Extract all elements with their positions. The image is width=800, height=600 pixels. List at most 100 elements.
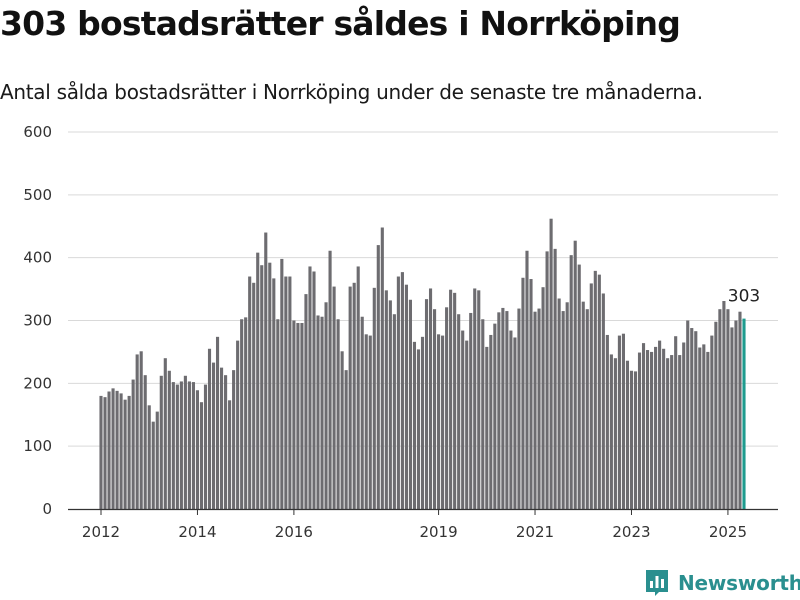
bar	[609, 354, 613, 509]
bar	[469, 312, 473, 509]
bar	[561, 311, 565, 509]
bar	[207, 348, 212, 509]
x-tick-label: 2016	[275, 523, 313, 541]
bar	[368, 335, 372, 509]
bar-chart: 0 100 200 300 400 500 600 2012 2014 2016 2019 2021…	[23, 123, 778, 541]
bar	[320, 316, 324, 509]
bar	[284, 276, 288, 509]
bar	[702, 344, 706, 509]
bar	[280, 258, 284, 509]
bar	[658, 340, 662, 509]
bar	[135, 354, 139, 509]
bar	[509, 330, 513, 509]
bar	[629, 370, 634, 509]
annotations: 303	[728, 287, 760, 307]
bar	[195, 390, 200, 509]
bar	[179, 381, 183, 509]
bar	[332, 286, 336, 509]
bar	[625, 360, 630, 509]
bar	[392, 314, 396, 509]
bar	[380, 227, 384, 509]
bar	[441, 335, 445, 509]
y-tick-label: 400	[23, 249, 52, 267]
bar	[428, 288, 433, 509]
bar	[264, 232, 268, 509]
bar	[143, 375, 147, 509]
bar	[461, 330, 465, 509]
bar	[706, 351, 710, 509]
y-tick-label: 500	[23, 186, 52, 204]
bar	[714, 321, 718, 509]
bar	[645, 350, 650, 509]
bar	[228, 400, 232, 509]
bar	[107, 391, 111, 509]
bar	[637, 352, 642, 509]
bar	[557, 298, 561, 509]
x-tick-label: 2021	[516, 523, 554, 541]
bar	[388, 300, 392, 509]
chart-title: 303 bostadsrätter såldes i Norrköping	[0, 4, 681, 43]
bar	[694, 331, 698, 509]
bar	[698, 347, 702, 509]
x-tick-label: 2025	[709, 523, 747, 541]
bar	[613, 358, 617, 509]
brand-name: Newsworthy	[678, 571, 800, 595]
y-tick-label: 300	[23, 312, 52, 330]
bar	[296, 323, 300, 509]
bar	[489, 334, 493, 509]
bar	[276, 319, 280, 509]
bar	[324, 302, 328, 509]
bar	[541, 287, 545, 509]
bar	[300, 323, 304, 509]
bar	[521, 277, 525, 509]
bar	[151, 421, 155, 509]
bar	[252, 282, 256, 509]
bar	[686, 320, 690, 509]
bar	[585, 309, 589, 509]
bar	[553, 248, 557, 509]
bar	[364, 334, 368, 509]
bar	[376, 245, 380, 509]
bar	[485, 346, 489, 509]
bar	[416, 349, 421, 509]
bar	[360, 316, 364, 509]
bar	[481, 319, 485, 509]
bar	[308, 266, 312, 509]
bar	[601, 293, 605, 509]
bar	[272, 278, 276, 509]
bar	[517, 308, 521, 509]
bar	[420, 336, 425, 509]
bar	[316, 315, 320, 509]
bar	[119, 393, 123, 509]
bar	[240, 319, 244, 509]
bar	[340, 351, 344, 509]
bar	[718, 309, 722, 509]
bar	[569, 255, 573, 509]
bar	[537, 308, 541, 509]
bar	[457, 314, 461, 509]
bar	[597, 274, 601, 509]
bar	[191, 382, 195, 509]
bar	[248, 276, 252, 509]
bar	[449, 289, 453, 509]
bar	[344, 370, 348, 509]
bar	[493, 323, 497, 509]
bar	[404, 284, 408, 509]
bar	[577, 264, 581, 509]
bar	[445, 307, 449, 509]
bar	[605, 334, 609, 509]
bar	[726, 309, 730, 509]
bar	[236, 340, 240, 509]
bar	[268, 262, 272, 509]
bar	[734, 320, 738, 509]
bar	[453, 292, 457, 509]
x-tick-label: 2012	[82, 523, 120, 541]
bar	[424, 299, 429, 509]
bar	[465, 340, 469, 509]
bar	[167, 370, 171, 509]
chart-subtitle: Antal sålda bostadsrätter i Norrköping u…	[0, 80, 703, 104]
bar	[155, 411, 159, 509]
bar	[292, 320, 296, 509]
bar	[738, 311, 742, 509]
bar	[372, 287, 376, 509]
